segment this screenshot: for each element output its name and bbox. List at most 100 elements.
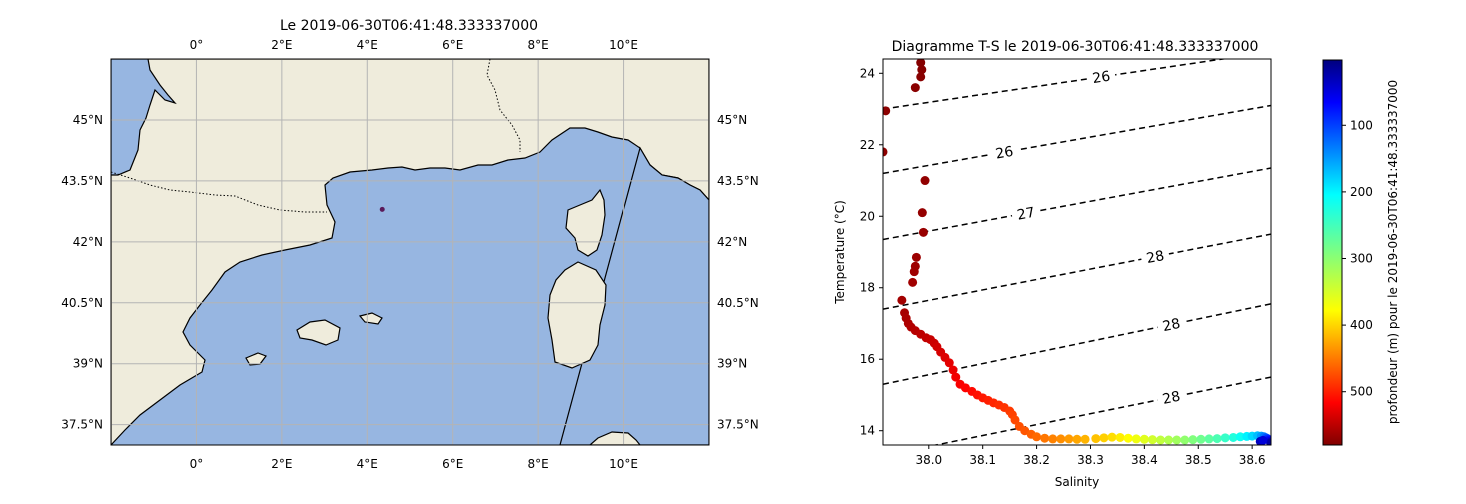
ts-point [1080,434,1090,444]
ts-point [1196,434,1206,444]
lat-label-right: 43.5°N [717,174,759,188]
ts-plot-area: 26 26 27 28 28 28 [883,59,1271,445]
map-lat-labels-left: 45°N 43.5°N 42°N 40.5°N 39°N 37.5°N [61,113,103,432]
map-frame [110,58,710,446]
lon-label-top: 4°E [357,38,378,52]
ts-point [918,227,928,237]
ts-point [1147,435,1157,445]
ts-point [1139,434,1149,444]
colorbar-ticks: 100 200 300 400 500 [1342,118,1373,399]
map-lon-labels-bottom: 0° 2°E 4°E 6°E 8°E 10°E [190,457,638,471]
ts-point [916,72,926,82]
x-tick-label: 38.4 [1131,453,1158,467]
mallorca-island [296,319,341,346]
y-tick-label: 14 [860,424,875,438]
bay-of-biscay-sea [111,59,177,176]
isopycnal-label-bg [1010,201,1042,225]
ts-point [1164,435,1174,445]
lon-label-bottom: 2°E [271,457,292,471]
ts-x-ticks: 38.0 38.1 38.2 38.3 38.4 38.5 38.6 [915,445,1265,467]
ts-point [1115,432,1125,442]
lon-label-bottom: 8°E [528,457,549,471]
sardinia-island [547,261,607,369]
ts-point [911,252,921,262]
ts-point [1099,433,1109,443]
y-tick-label: 18 [860,281,875,295]
map-area [111,59,709,445]
isopycnal-line [883,233,1271,310]
ts-point [883,106,891,116]
lat-label-right: 45°N [717,113,747,127]
ts-point [948,365,958,375]
lat-label-left: 40.5°N [61,296,103,310]
mainland-land [111,59,709,445]
ts-point [1204,434,1214,444]
y-tick-label: 24 [860,66,875,80]
map-lat-labels-right: 45°N 43.5°N 42°N 40.5°N 39°N 37.5°N [717,113,759,432]
ts-y-ticks: 24 22 20 18 16 14 [860,66,883,438]
isopycnal-lines: 26 26 27 28 28 28 [883,59,1271,445]
ts-point [1064,434,1074,444]
isopycnal-label: 26 [994,144,1014,163]
ts-frame [882,58,1272,446]
lon-label-top: 0° [190,38,204,52]
ts-scatter-points [883,59,1271,445]
ts-point [1258,435,1268,445]
sicily-corner-land [589,431,641,445]
ts-point [917,208,927,218]
x-tick-label: 38.0 [915,453,942,467]
map-title: Le 2019-06-30T06:41:48.333337000 [280,18,538,34]
ts-point [1072,434,1082,444]
ts-point [1107,432,1117,442]
isopycnal-line [883,167,1271,241]
lat-label-left: 39°N [73,357,103,371]
position-marker [379,206,385,212]
isopycnal-label-bg [1139,245,1171,269]
ts-point [1172,435,1182,445]
isopycnal-label-bg [1155,385,1187,409]
isopycnal-line [932,376,1271,445]
x-tick-label: 38.5 [1185,453,1212,467]
map-lon-labels-top: 0° 2°E 4°E 6°E 8°E 10°E [190,38,638,52]
ts-point [1156,435,1166,445]
colorbar-label: profondeur (m) pour le 2019-06-30T06:41:… [1386,80,1400,424]
depth-colorbar [1322,59,1343,446]
isopycnal-label: 28 [1161,389,1182,408]
isopycnal-label: 28 [1161,316,1182,335]
colorbar-tick-label: 200 [1350,185,1373,199]
ts-title: Diagramme T-S le 2019-06-30T06:41:48.333… [892,39,1259,55]
isopycnal-line [883,104,1271,175]
ts-point [1228,432,1238,442]
map-panel: Le 2019-06-30T06:41:48.333337000 [61,18,758,471]
y-tick-label: 22 [860,138,875,152]
x-tick-label: 38.6 [1239,453,1266,467]
ts-point [1188,435,1198,445]
lat-label-left: 45°N [73,113,103,127]
lat-label-right: 37.5°N [717,418,759,432]
isopycnal-label: 27 [1016,205,1036,224]
lat-label-left: 42°N [73,235,103,249]
ts-point [1235,432,1245,442]
ts-point [944,358,954,368]
y-tick-label: 16 [860,352,875,366]
ts-y-axis-label: Temperature (°C) [833,200,847,305]
lon-label-top: 10°E [609,38,638,52]
colorbar-tick-label: 100 [1350,118,1373,132]
ts-point [1048,434,1058,444]
ts-point [920,176,930,186]
ts-point [917,65,927,75]
isopycnal-label-bg [988,140,1020,164]
x-tick-label: 38.2 [1023,453,1050,467]
y-tick-label: 20 [860,209,875,223]
ts-point [1180,435,1190,445]
ts-point [1010,415,1020,425]
ts-point [1123,433,1133,443]
lat-label-left: 43.5°N [61,174,103,188]
x-tick-label: 38.1 [969,453,996,467]
isopycnal-line [883,303,1271,385]
isopycnal-label-bg [1086,65,1117,88]
ts-panel: Diagramme T-S le 2019-06-30T06:41:48.333… [833,39,1400,489]
ts-point [951,372,961,382]
ts-point [897,295,907,305]
lon-label-top: 2°E [271,38,292,52]
